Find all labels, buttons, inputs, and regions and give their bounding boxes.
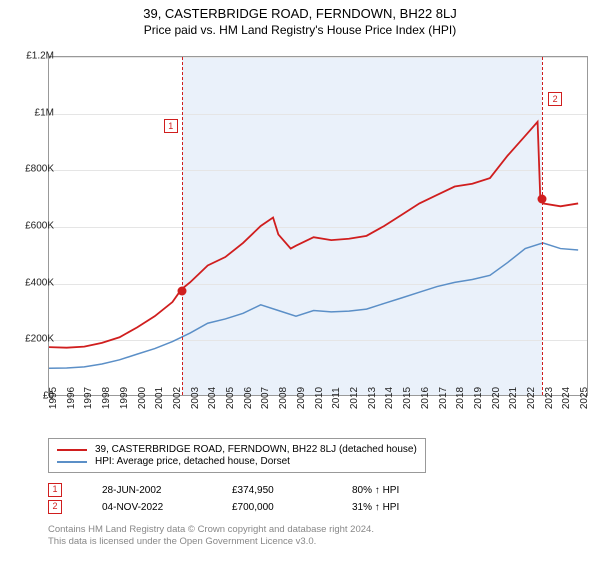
page-subtitle: Price paid vs. HM Land Registry's House … [0, 23, 600, 37]
legend-swatch [57, 461, 87, 463]
x-axis-label: 1997 [83, 387, 94, 409]
sale-vs-hpi: 31% ↑ HPI [352, 502, 399, 513]
x-axis-label: 2011 [331, 387, 342, 409]
chart-svg [49, 57, 587, 395]
x-axis-label: 2014 [384, 387, 395, 409]
sale-row-1: 1 28-JUN-2002 £374,950 80% ↑ HPI [48, 483, 439, 497]
y-axis-label: £400K [25, 277, 54, 288]
x-axis-label: 1999 [119, 387, 130, 409]
x-axis-label: 2019 [473, 387, 484, 409]
x-axis-label: 2009 [296, 387, 307, 409]
x-axis-label: 2021 [508, 387, 519, 409]
event-label-2: 2 [548, 92, 562, 106]
x-axis-label: 2018 [455, 387, 466, 409]
legend-label: HPI: Average price, detached house, Dors… [95, 456, 290, 467]
footer-text: Contains HM Land Registry data © Crown c… [48, 524, 374, 549]
x-axis-label: 2003 [190, 387, 201, 409]
sale-vs-hpi: 80% ↑ HPI [352, 485, 399, 496]
x-axis-label: 2007 [260, 387, 271, 409]
x-axis-label: 2024 [561, 387, 572, 409]
x-axis-label: 2013 [367, 387, 378, 409]
x-axis-label: 2008 [278, 387, 289, 409]
y-axis-label: £600K [25, 221, 54, 232]
legend-item-hpi: HPI: Average price, detached house, Dors… [57, 456, 417, 467]
sale-price: £374,950 [232, 485, 312, 496]
x-axis-label: 2010 [314, 387, 325, 409]
legend: 39, CASTERBRIDGE ROAD, FERNDOWN, BH22 8L… [48, 438, 426, 473]
x-axis-label: 2015 [402, 387, 413, 409]
sale-date: 04-NOV-2022 [102, 502, 192, 513]
x-axis-label: 1996 [66, 387, 77, 409]
x-axis-label: 2012 [349, 387, 360, 409]
sale-date: 28-JUN-2002 [102, 485, 192, 496]
event-vline-2 [542, 57, 543, 395]
x-axis-label: 1995 [48, 387, 59, 409]
sale-row-2: 2 04-NOV-2022 £700,000 31% ↑ HPI [48, 500, 439, 514]
x-axis-label: 2002 [172, 387, 183, 409]
footer-line-2: This data is licensed under the Open Gov… [48, 536, 374, 548]
legend-item-property: 39, CASTERBRIDGE ROAD, FERNDOWN, BH22 8L… [57, 444, 417, 455]
y-axis-label: £200K [25, 334, 54, 345]
chart: 12 [48, 56, 588, 396]
footer-line-1: Contains HM Land Registry data © Crown c… [48, 524, 374, 536]
series-property [49, 122, 578, 348]
x-axis-label: 1998 [101, 387, 112, 409]
legend-label: 39, CASTERBRIDGE ROAD, FERNDOWN, BH22 8L… [95, 444, 417, 455]
x-axis-label: 2020 [491, 387, 502, 409]
series-hpi [49, 243, 578, 368]
y-axis-label: £1M [35, 107, 54, 118]
event-dot-2 [538, 194, 547, 203]
x-axis-label: 2001 [154, 387, 165, 409]
x-axis-label: 2006 [243, 387, 254, 409]
legend-swatch [57, 449, 87, 451]
sale-marker-box: 2 [48, 500, 62, 514]
x-axis-label: 2017 [438, 387, 449, 409]
event-dot-1 [177, 286, 186, 295]
sale-price: £700,000 [232, 502, 312, 513]
sale-marker-box: 1 [48, 483, 62, 497]
y-axis-label: £1.2M [26, 51, 54, 62]
x-axis-label: 2005 [225, 387, 236, 409]
page-title: 39, CASTERBRIDGE ROAD, FERNDOWN, BH22 8L… [0, 6, 600, 21]
x-axis-label: 2016 [420, 387, 431, 409]
x-axis-label: 2025 [579, 387, 590, 409]
sales-table: 1 28-JUN-2002 £374,950 80% ↑ HPI 2 04-NOV-202… [48, 480, 439, 517]
x-axis-label: 2004 [207, 387, 218, 409]
event-label-1: 1 [164, 119, 178, 133]
y-axis-label: £800K [25, 164, 54, 175]
event-vline-1 [182, 57, 183, 395]
x-axis-label: 2023 [544, 387, 555, 409]
x-axis-label: 2022 [526, 387, 537, 409]
x-axis-label: 2000 [137, 387, 148, 409]
